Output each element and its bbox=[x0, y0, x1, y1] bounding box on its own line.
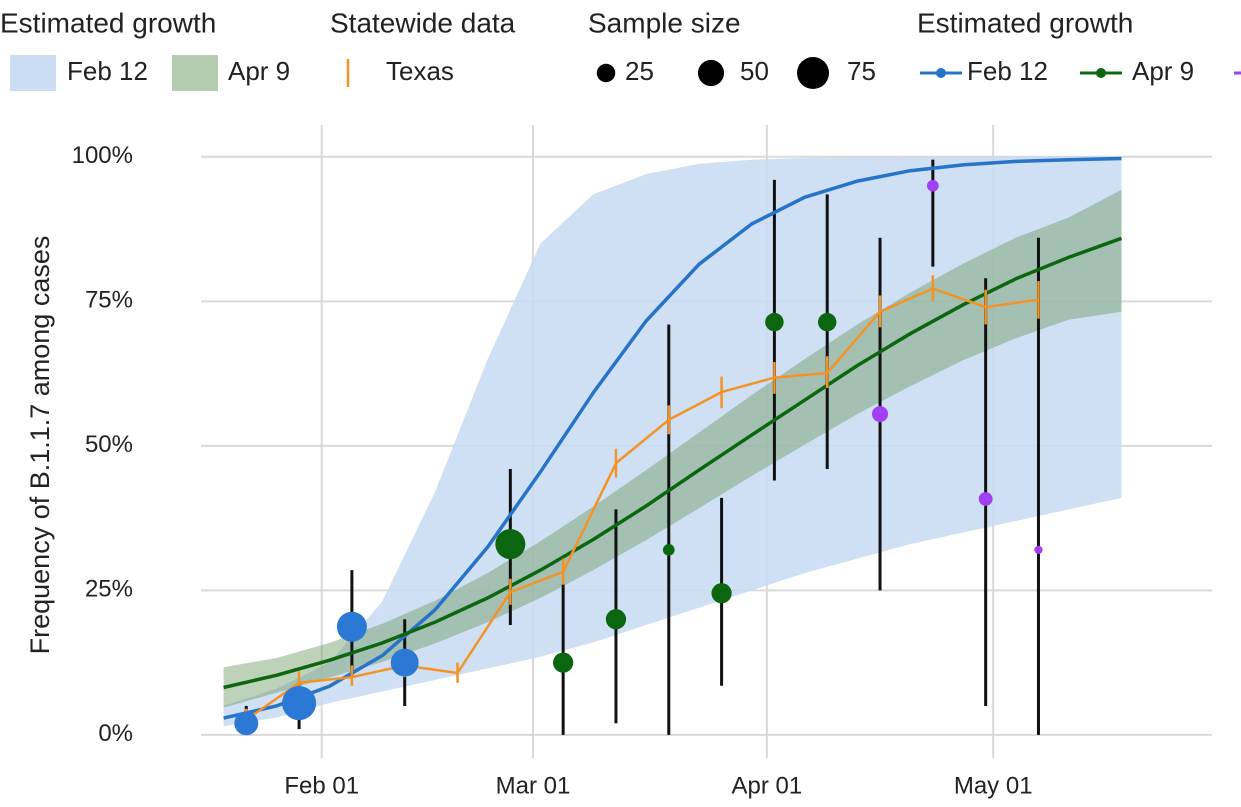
y-tick-label: 75% bbox=[85, 287, 133, 314]
sample-point bbox=[711, 583, 732, 604]
x-tick-label: Feb 01 bbox=[284, 772, 359, 799]
legend-label: Texas bbox=[386, 56, 454, 86]
legend-title: Estimated growth bbox=[0, 7, 216, 38]
sample-point bbox=[817, 312, 837, 332]
legend-label: Apr 9 bbox=[228, 56, 290, 86]
sample-point bbox=[390, 648, 419, 677]
sample-point bbox=[605, 609, 627, 630]
sample-point bbox=[871, 405, 889, 423]
sample-point bbox=[765, 312, 784, 332]
sample-point bbox=[662, 544, 675, 556]
ribbon bbox=[223, 156, 1122, 727]
size-key bbox=[797, 57, 829, 89]
sample-point bbox=[495, 529, 526, 560]
y-tick-label: 0% bbox=[98, 720, 133, 747]
legend-label: Apr 9 bbox=[1132, 56, 1194, 86]
x-tick-label: May 01 bbox=[954, 772, 1033, 799]
legend-title: Sample size bbox=[588, 7, 741, 38]
sample-point bbox=[978, 492, 993, 506]
legend-dot bbox=[1096, 68, 1106, 78]
model-line bbox=[223, 156, 1122, 720]
legend-label: 25 bbox=[625, 56, 654, 86]
model-line bbox=[223, 236, 1123, 690]
sample-point bbox=[234, 711, 259, 736]
legend-swatch bbox=[10, 55, 56, 91]
size-key bbox=[697, 59, 725, 87]
y-tick-label: 50% bbox=[85, 431, 133, 458]
texas-line bbox=[245, 287, 1039, 721]
ribbon bbox=[223, 189, 1122, 708]
sample-point bbox=[1034, 545, 1043, 555]
sample-point bbox=[282, 686, 317, 721]
y-axis-title: Frequency of B.1.1.7 among cases bbox=[25, 236, 55, 655]
legend-title: Estimated growth bbox=[917, 7, 1133, 38]
sample-point bbox=[553, 652, 574, 673]
legend-label: 75 bbox=[847, 56, 876, 86]
sample-point bbox=[927, 179, 939, 192]
legend-dot bbox=[936, 68, 946, 78]
y-tick-label: 100% bbox=[72, 142, 133, 169]
size-key bbox=[596, 63, 616, 83]
y-tick-label: 25% bbox=[85, 576, 133, 603]
legend-label: Feb 12 bbox=[67, 56, 148, 86]
x-tick-label: Apr 01 bbox=[731, 772, 802, 799]
legend-label: 50 bbox=[740, 56, 769, 86]
legend-swatch bbox=[172, 55, 218, 91]
sample-point bbox=[336, 611, 367, 642]
x-tick-label: Mar 01 bbox=[496, 772, 571, 799]
legend-title: Statewide data bbox=[330, 7, 516, 38]
legend-label: Feb 12 bbox=[967, 56, 1048, 86]
